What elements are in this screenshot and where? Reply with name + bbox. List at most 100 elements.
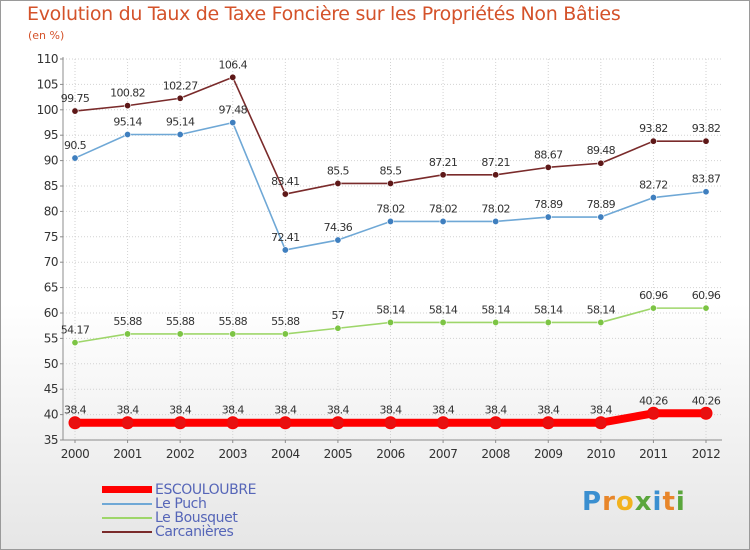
data-point <box>226 416 240 430</box>
legend-swatch-le-puch <box>102 503 152 505</box>
legend-label-le-bousquet: Le Bousquet <box>155 510 238 526</box>
chart-title: Evolution du Taux de Taxe Foncière sur l… <box>27 3 621 25</box>
data-label: 60.96 <box>692 289 721 302</box>
data-point <box>544 213 552 221</box>
data-label: 58.14 <box>376 303 405 316</box>
y-tick-label: 105 <box>37 77 58 91</box>
data-point <box>334 236 342 244</box>
data-label: 55.88 <box>219 315 248 328</box>
data-point <box>492 171 500 179</box>
chart-subtitle: (en %) <box>28 29 65 42</box>
data-label: 78.89 <box>534 198 563 211</box>
data-point <box>597 159 605 167</box>
data-point <box>699 406 713 420</box>
data-label: 38.4 <box>169 404 192 417</box>
data-point <box>121 416 135 430</box>
x-tick-label: 2011 <box>639 447 668 461</box>
data-label: 78.02 <box>429 202 458 215</box>
data-label: 55.88 <box>113 315 142 328</box>
data-label: 38.4 <box>590 404 613 417</box>
x-tick-label: 2008 <box>481 447 510 461</box>
x-tick-label: 2000 <box>61 447 90 461</box>
y-tick-label: 95 <box>44 128 58 142</box>
data-point <box>649 137 657 145</box>
data-label: 106.4 <box>219 58 248 71</box>
data-label: 40.26 <box>692 394 721 407</box>
data-label: 87.21 <box>429 156 458 169</box>
data-point <box>702 188 710 196</box>
data-label: 38.4 <box>222 404 245 417</box>
data-label: 38.4 <box>379 404 402 417</box>
data-label: 38.4 <box>537 404 560 417</box>
data-point <box>386 318 394 326</box>
y-tick-label: 40 <box>44 408 58 422</box>
logo-letter: P <box>582 487 603 517</box>
data-point <box>71 154 79 162</box>
data-point <box>702 304 710 312</box>
x-tick-label: 2009 <box>534 447 563 461</box>
x-tick-label: 2003 <box>218 447 247 461</box>
y-tick-label: 60 <box>44 306 58 320</box>
x-tick-label: 2006 <box>376 447 405 461</box>
data-point <box>439 217 447 225</box>
logo-letter: i <box>652 487 663 517</box>
data-label: 93.82 <box>639 122 668 135</box>
data-point <box>124 102 132 110</box>
data-label: 57 <box>332 309 345 322</box>
x-tick-label: 2001 <box>113 447 142 461</box>
logo-letter: r <box>602 487 616 517</box>
x-tick-label: 2010 <box>587 447 616 461</box>
data-label: 58.14 <box>534 303 563 316</box>
data-point <box>281 246 289 254</box>
data-label: 99.75 <box>61 92 90 105</box>
logo-letter: i <box>675 487 686 517</box>
data-point <box>541 416 555 430</box>
x-tick-label: 2007 <box>429 447 458 461</box>
data-point <box>492 217 500 225</box>
x-tick-label: 2012 <box>692 447 721 461</box>
data-label: 85.5 <box>327 164 350 177</box>
data-point <box>331 416 345 430</box>
data-point <box>439 171 447 179</box>
data-label: 97.48 <box>219 104 248 117</box>
data-point <box>492 318 500 326</box>
data-point <box>176 130 184 138</box>
data-label: 40.26 <box>639 394 668 407</box>
data-label: 38.4 <box>274 404 297 417</box>
data-label: 58.14 <box>587 303 616 316</box>
data-label: 38.4 <box>432 404 455 417</box>
y-tick-label: 100 <box>37 103 58 117</box>
data-point <box>544 163 552 171</box>
data-label: 102.27 <box>163 79 198 92</box>
data-point <box>436 416 450 430</box>
data-point <box>173 416 187 430</box>
data-point <box>334 324 342 332</box>
data-point <box>176 330 184 338</box>
data-point <box>278 416 292 430</box>
data-label: 78.02 <box>481 202 510 215</box>
data-label: 87.21 <box>481 156 510 169</box>
data-label: 89.48 <box>587 144 616 157</box>
y-tick-label: 75 <box>44 230 58 244</box>
data-label: 74.36 <box>324 221 353 234</box>
data-point <box>71 339 79 347</box>
data-point <box>124 130 132 138</box>
data-point <box>229 119 237 127</box>
legend-swatch-carcanieres <box>102 531 152 533</box>
y-tick-label: 55 <box>44 331 58 345</box>
x-tick-label: 2004 <box>271 447 300 461</box>
data-point <box>594 416 608 430</box>
proxiti-logo: Proxiti <box>582 487 686 517</box>
x-tick-label: 2002 <box>166 447 195 461</box>
legend-swatch-le-bousquet <box>102 517 152 519</box>
data-point <box>384 416 397 430</box>
data-label: 38.4 <box>64 404 87 417</box>
data-point <box>702 137 710 145</box>
data-point <box>229 330 237 338</box>
data-label: 38.4 <box>327 404 350 417</box>
data-label: 90.5 <box>64 139 87 152</box>
legend-label-carcanieres: Carcanières <box>155 524 234 540</box>
data-point <box>281 330 289 338</box>
data-point <box>597 213 605 221</box>
data-label: 83.41 <box>271 175 300 188</box>
